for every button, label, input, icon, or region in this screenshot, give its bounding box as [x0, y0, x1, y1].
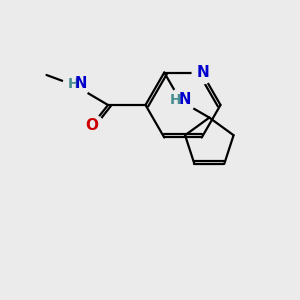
Point [200, 70, 204, 75]
Text: N: N [197, 65, 210, 80]
Text: N: N [74, 76, 87, 92]
Point [89, 124, 94, 128]
Point [178, 99, 183, 103]
Point [73, 83, 77, 88]
Text: O: O [85, 118, 98, 134]
Text: H: H [68, 77, 79, 91]
Text: H: H [169, 93, 181, 106]
Text: N: N [178, 92, 190, 107]
